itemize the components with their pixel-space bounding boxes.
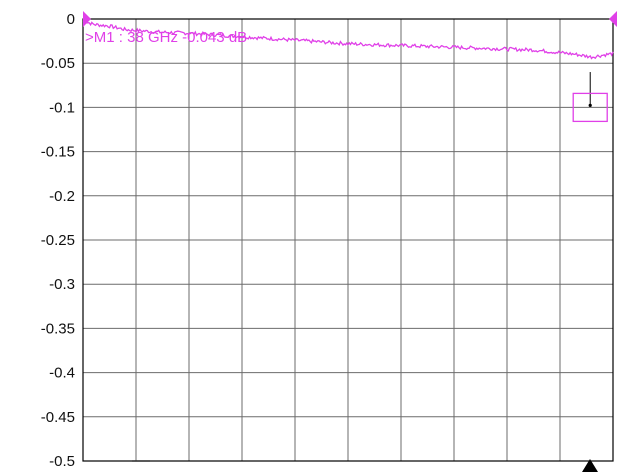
y-tick-label: 0 (67, 11, 75, 28)
y-tick-label: -0.1 (49, 99, 75, 116)
y-tick-label: -0.5 (49, 453, 75, 470)
y-tick-label: -0.3 (49, 276, 75, 293)
y-axis-ticks: 0 -0.05 -0.1 -0.15 -0.2 -0.25 -0.3 -0.35 -0.4 -0.… (41, 11, 75, 470)
y-tick-label: -0.4 (49, 365, 75, 382)
reference-arrow-right-icon (609, 11, 617, 27)
y-tick-label: -0.05 (41, 55, 75, 72)
marker-readout: >M1 : 38 GHz -0.043 dB (85, 29, 247, 46)
y-tick-label: -0.25 (41, 232, 75, 249)
trace-line (82, 20, 614, 60)
grid-lines (83, 19, 613, 461)
stimulus-arrow-icon (582, 459, 598, 472)
marker-box[interactable] (572, 92, 608, 123)
y-tick-label: -0.2 (49, 188, 75, 205)
y-tick-label: -0.45 (41, 409, 75, 426)
marker-point (588, 103, 592, 107)
reference-arrow-left-icon (83, 11, 91, 27)
marker-layer (572, 72, 608, 123)
plot-frame (82, 18, 614, 462)
trace-layer (82, 20, 614, 60)
y-tick-label: -0.15 (41, 144, 75, 161)
y-tick-label: -0.35 (41, 320, 75, 337)
